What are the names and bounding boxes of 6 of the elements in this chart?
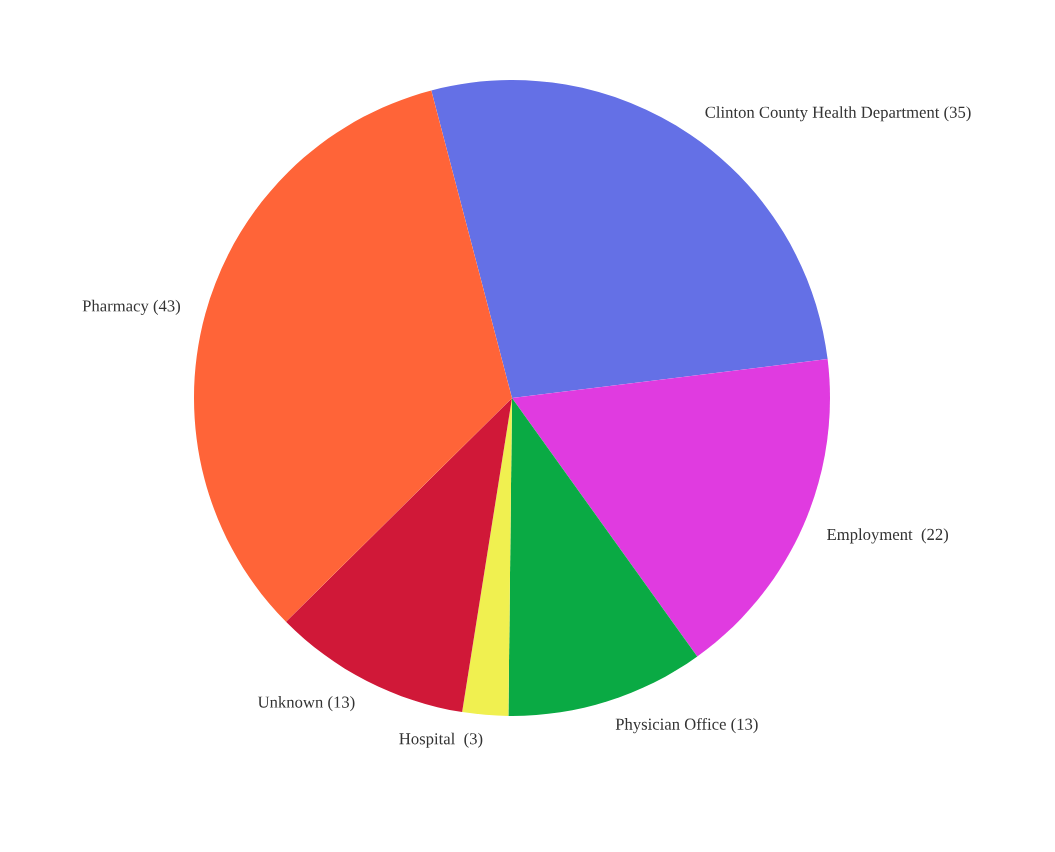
slice-label: Pharmacy (43): [82, 299, 180, 315]
slice-label: Hospital (3): [399, 732, 483, 748]
slice-label: Physician Office (13): [615, 717, 758, 734]
slice-label: Clinton County Health Department (35): [705, 106, 971, 122]
slice-label: Unknown (13): [257, 696, 355, 712]
slice-label: Employment (22): [827, 528, 949, 544]
